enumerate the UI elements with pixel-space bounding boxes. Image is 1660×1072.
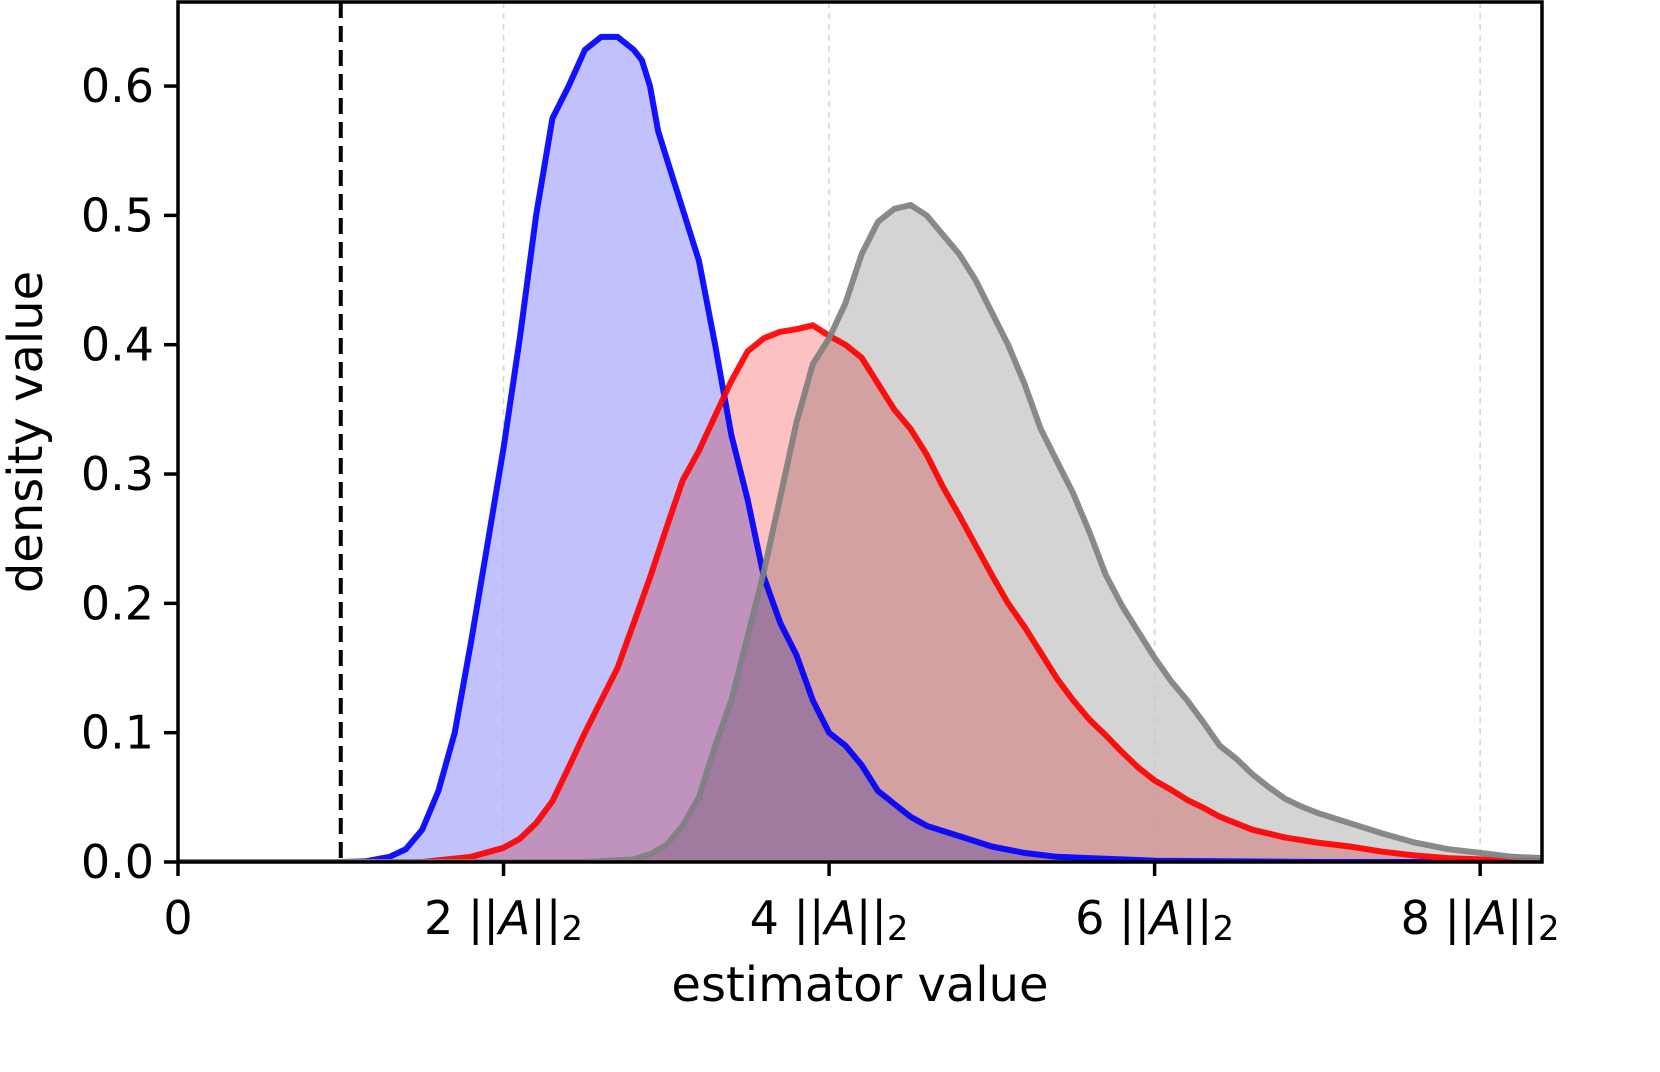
- y-tick-label-0.3: 0.3: [81, 447, 154, 501]
- x-axis-label: estimator value: [671, 957, 1048, 1013]
- y-tick-label-0.1: 0.1: [81, 706, 154, 760]
- x-tick-label-2: 2 ||A||2: [424, 891, 583, 949]
- x-tick-label-6: 6 ||A||2: [1075, 891, 1234, 949]
- blue-density-fill: [178, 36, 1542, 862]
- y-tick-label-0.0: 0.0: [81, 835, 154, 889]
- plot-frame: [176, 0, 1544, 864]
- blue-density-line: [178, 33, 1542, 862]
- x-tick-label-4: 4 ||A||2: [750, 891, 909, 949]
- x-tick-label-0: 0: [163, 891, 192, 945]
- y-tick-label-0.4: 0.4: [81, 318, 154, 372]
- gray-density-fill: [178, 205, 1542, 862]
- y-tick-label-0.5: 0.5: [81, 188, 154, 242]
- gray-density-line: [178, 202, 1542, 862]
- density-lines: [178, 33, 1542, 862]
- density-fills: [178, 36, 1542, 862]
- plot-border: [176, 0, 1544, 864]
- x-tick-label-8: 8 ||A||2: [1401, 891, 1560, 949]
- y-tick-label-0.2: 0.2: [81, 576, 154, 630]
- y-tick-label-0.6: 0.6: [81, 59, 154, 113]
- axis-ticks: 0.0 0.1 0.2 0.3 0.4 0.5 0.6 0 2 ||A||2 4 ||A||2 6 …: [81, 59, 1560, 949]
- red-density-line: [178, 322, 1542, 862]
- y-axis-label: density value: [0, 271, 54, 593]
